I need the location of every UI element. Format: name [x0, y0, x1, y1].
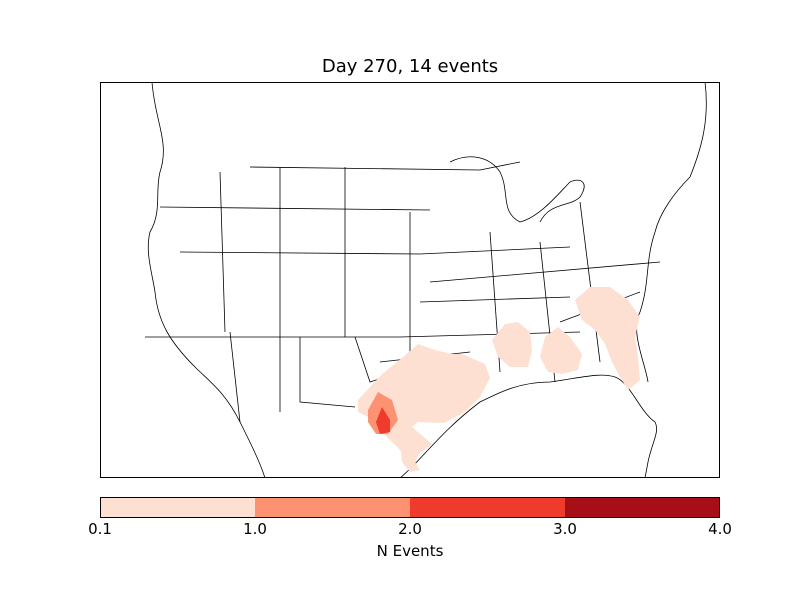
colorbar-frame — [100, 497, 720, 518]
colorbar-tick-3: 3.0 — [553, 520, 577, 538]
colorbar-bin-2 — [255, 497, 410, 518]
colorbar-tick-0: 0.1 — [88, 520, 112, 538]
contour-region-georgia — [540, 327, 582, 374]
event-contours — [358, 287, 640, 472]
contour-level-3 — [376, 407, 390, 434]
east-coastline — [636, 82, 707, 383]
canada-border — [249, 161, 521, 171]
gulf-coastline — [399, 374, 657, 478]
colorbar-bin-1 — [100, 497, 255, 518]
map-title: Day 270, 14 events — [321, 56, 499, 77]
great-lakes — [449, 156, 585, 223]
colorbar-bin-3 — [410, 497, 565, 518]
colorbar-tick-2: 2.0 — [398, 520, 422, 538]
contour-region-mississippi — [492, 322, 532, 367]
colorbar-tick-1: 1.0 — [243, 520, 267, 538]
colorbar-bin-4 — [565, 497, 720, 518]
colorbar-label: N Events — [376, 542, 444, 560]
colorbar-tick-4: 4.0 — [708, 520, 732, 538]
event-density-map — [100, 82, 720, 478]
contour-region-texas — [358, 344, 490, 472]
map-frame — [100, 82, 720, 478]
contour-region-carolinas — [575, 287, 640, 390]
state-lines — [159, 206, 431, 211]
contour-region-mexico — [400, 442, 420, 472]
west-coastline — [147, 82, 266, 478]
colorbar — [100, 497, 720, 518]
